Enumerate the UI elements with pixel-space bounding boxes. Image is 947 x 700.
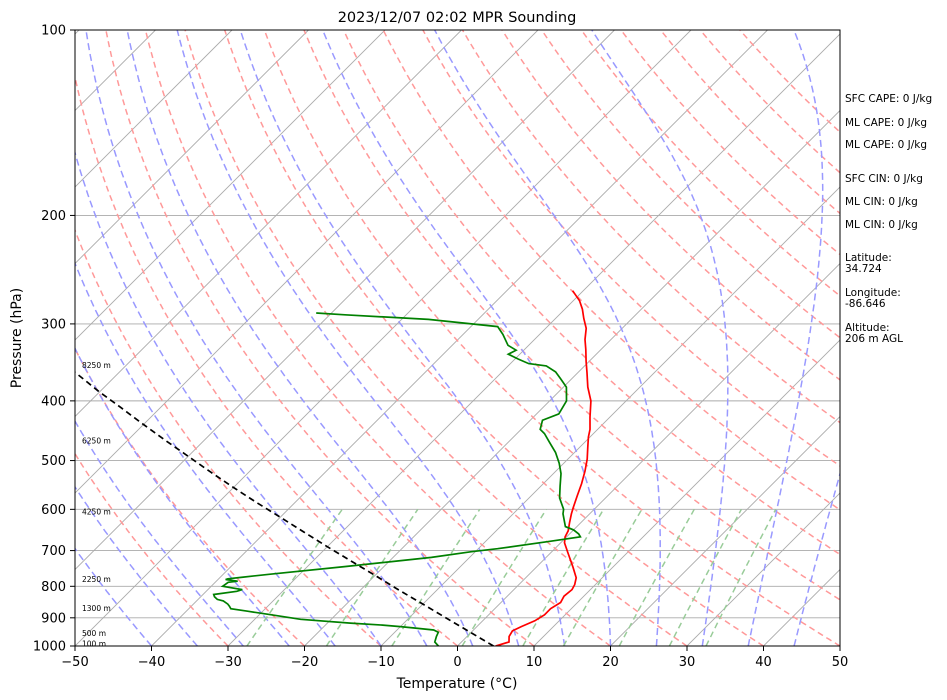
dry-adiabat-line: [144, 30, 611, 646]
isotherm-line: [304, 109, 840, 646]
x-tick-label: 50: [832, 655, 849, 670]
mixing-ratio-line: [705, 508, 777, 646]
isotherm-line: [457, 262, 840, 646]
isotherm-line: [686, 492, 840, 646]
stat-text: SFC CAPE: 0 J/kg: [845, 93, 932, 105]
stat-text: 34.724: [845, 263, 882, 275]
moist-adiabat-line: [75, 419, 244, 646]
mixing-ratio-line: [522, 508, 605, 646]
dry-adiabat-line: [263, 30, 840, 646]
y-tick-label: 100: [41, 24, 66, 39]
y-tick-label: 800: [41, 580, 66, 595]
y-tick-label: 700: [41, 544, 66, 559]
isotherm-line: [75, 30, 233, 188]
dry-adiabat-line: [75, 452, 229, 646]
dry-adiabat-line: [382, 30, 840, 511]
dry-adiabat-line: [75, 228, 382, 646]
dry-adiabat-line: [422, 30, 840, 467]
dry-adiabat-line: [184, 30, 688, 646]
mixing-ratio-line: [246, 508, 343, 646]
moist-adiabat-line: [75, 346, 290, 646]
x-tick-label: 0: [453, 655, 461, 670]
moist-adiabat-line: [434, 30, 661, 646]
x-tick-label: 40: [755, 655, 772, 670]
moist-adiabat-line: [85, 30, 428, 646]
x-tick-label: −30: [214, 655, 241, 670]
x-tick-label: −40: [138, 655, 165, 670]
isotherm-line: [75, 30, 386, 341]
y-tick-label: 900: [41, 611, 66, 626]
dry-adiabat-line: [303, 30, 840, 601]
chart-title: 2023/12/07 02:02 MPR Sounding: [338, 10, 577, 26]
y-tick-label: 200: [41, 209, 66, 224]
isotherm-line: [75, 30, 309, 265]
x-tick-label: 10: [526, 655, 543, 670]
dry-adiabat-line: [580, 30, 840, 297]
dry-adiabat-line: [75, 73, 458, 646]
mixing-ratio-line: [668, 508, 742, 646]
moist-adiabat-line: [75, 261, 336, 646]
isotherm-line: [75, 30, 692, 646]
stat-text: SFC CIN: 0 J/kg: [845, 173, 923, 185]
y-axis-label: Pressure (hPa): [9, 288, 25, 388]
mixing-ratio-line: [562, 508, 643, 646]
stat-text: ML CAPE: 0 J/kg: [845, 117, 927, 129]
moist-adiabat-line: [75, 547, 153, 646]
y-tick-label: 600: [41, 503, 66, 518]
stat-text: ML CIN: 0 J/kg: [845, 196, 918, 208]
x-tick-label: 20: [602, 655, 619, 670]
isotherm-line: [227, 33, 840, 646]
moist-adiabat-line: [126, 30, 474, 646]
isotherm-line: [610, 415, 840, 646]
moist-adiabat-line: [75, 150, 382, 646]
moist-adiabat-line: [793, 471, 840, 646]
temperature-profile-line: [495, 290, 592, 646]
y-tick-label: 400: [41, 394, 66, 409]
isotherm-line: [151, 30, 768, 646]
dry-adiabat-line: [342, 30, 840, 556]
stat-text: ML CIN: 0 J/kg: [845, 219, 918, 231]
x-tick-label: −20: [291, 655, 318, 670]
isotherm-line: [75, 30, 462, 418]
mixing-ratio-line: [461, 508, 547, 646]
dry-adiabat-line: [75, 347, 306, 646]
dry-adiabat-line: [223, 30, 764, 646]
moist-adiabat-line: [75, 485, 198, 646]
isotherm-line: [533, 339, 840, 646]
height-label: 2250 m: [82, 575, 111, 584]
moist-adiabat-line: [239, 30, 566, 646]
x-axis-label: Temperature (°C): [396, 676, 518, 692]
stat-text: Latitude:: [845, 252, 892, 264]
y-tick-label: 1000: [33, 640, 66, 655]
moist-adiabat-line: [747, 30, 824, 646]
height-label: 500 m: [82, 629, 106, 638]
stat-text: Altitude:: [845, 322, 890, 334]
isotherm-line: [0, 30, 3, 646]
x-tick-label: 30: [679, 655, 696, 670]
y-tick-label: 300: [41, 317, 66, 332]
mixing-ratio-line: [618, 508, 695, 646]
isotherm-line: [75, 30, 615, 571]
y-tick-label: 500: [41, 454, 66, 469]
isotherm-line: [75, 30, 539, 494]
x-tick-label: −50: [61, 655, 88, 670]
x-tick-label: −10: [367, 655, 394, 670]
height-label: 8250 m: [82, 361, 111, 370]
mixing-ratio-line: [325, 508, 419, 646]
dry-adiabat-line: [105, 30, 535, 646]
height-label: 4250 m: [82, 508, 111, 517]
moist-adiabat-line: [176, 30, 520, 646]
stat-text: ML CAPE: 0 J/kg: [845, 139, 927, 151]
stat-text: Longitude:: [845, 287, 901, 299]
stat-text: -86.646: [845, 298, 886, 310]
stat-text: 206 m AGL: [845, 333, 903, 345]
height-label: 100 m: [82, 639, 106, 648]
parcel-profile-line: [75, 371, 494, 646]
dewpoint-profile-line: [212, 312, 582, 646]
height-label: 1300 m: [82, 604, 111, 613]
isotherm-line: [380, 186, 840, 646]
height-label: 6250 m: [82, 437, 111, 446]
